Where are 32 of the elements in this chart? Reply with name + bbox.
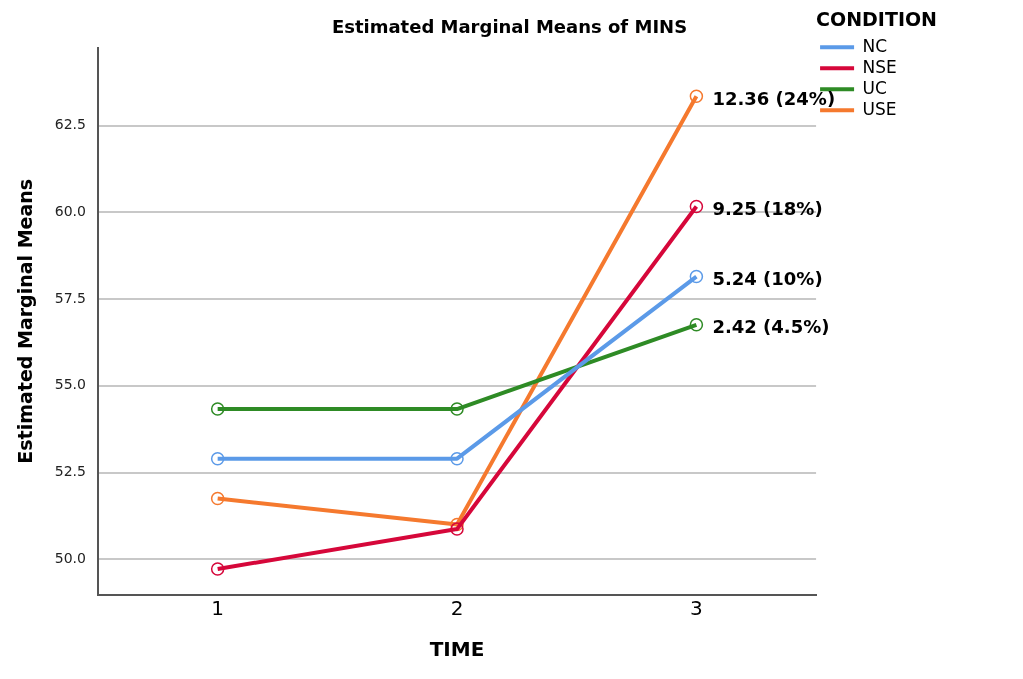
annotation: 12.36 (24%) <box>712 87 836 109</box>
legend-label: NC <box>862 35 888 56</box>
legend-title: CONDITION <box>816 8 937 31</box>
y-tick-label: 52.5 <box>54 463 86 480</box>
chart-title: Estimated Marginal Means of MINS <box>331 16 688 38</box>
legend-label: UC <box>862 77 887 98</box>
y-tick-label: 57.5 <box>54 289 86 306</box>
x-tick-label: 2 <box>450 596 464 621</box>
point <box>450 451 464 466</box>
point <box>450 522 464 536</box>
legend-label: USE <box>862 98 897 119</box>
point <box>689 269 704 284</box>
y-tick-label: 55.0 <box>54 376 86 393</box>
point <box>689 89 704 103</box>
y-tick-label: 62.5 <box>54 116 86 133</box>
point <box>450 402 464 416</box>
annotation: 5.24 (10%) <box>712 268 823 290</box>
point <box>210 491 225 506</box>
x-tick-label: 1 <box>211 596 225 621</box>
point <box>210 451 225 466</box>
y-tick-label: 60.0 <box>54 203 86 220</box>
x-axis-title: TIME <box>429 637 485 662</box>
x-tick-label: 3 <box>690 596 703 621</box>
annotation: 2.42 (4.5%) <box>712 316 830 338</box>
point <box>689 199 704 214</box>
annotation: 9.25 (18%) <box>712 198 823 220</box>
point <box>689 318 704 332</box>
point <box>210 402 225 416</box>
y-tick-label: 50.0 <box>54 549 86 566</box>
y-axis-title: Estimated Marginal Means <box>14 178 37 464</box>
point <box>210 562 225 576</box>
legend-label: NSE <box>862 56 897 77</box>
